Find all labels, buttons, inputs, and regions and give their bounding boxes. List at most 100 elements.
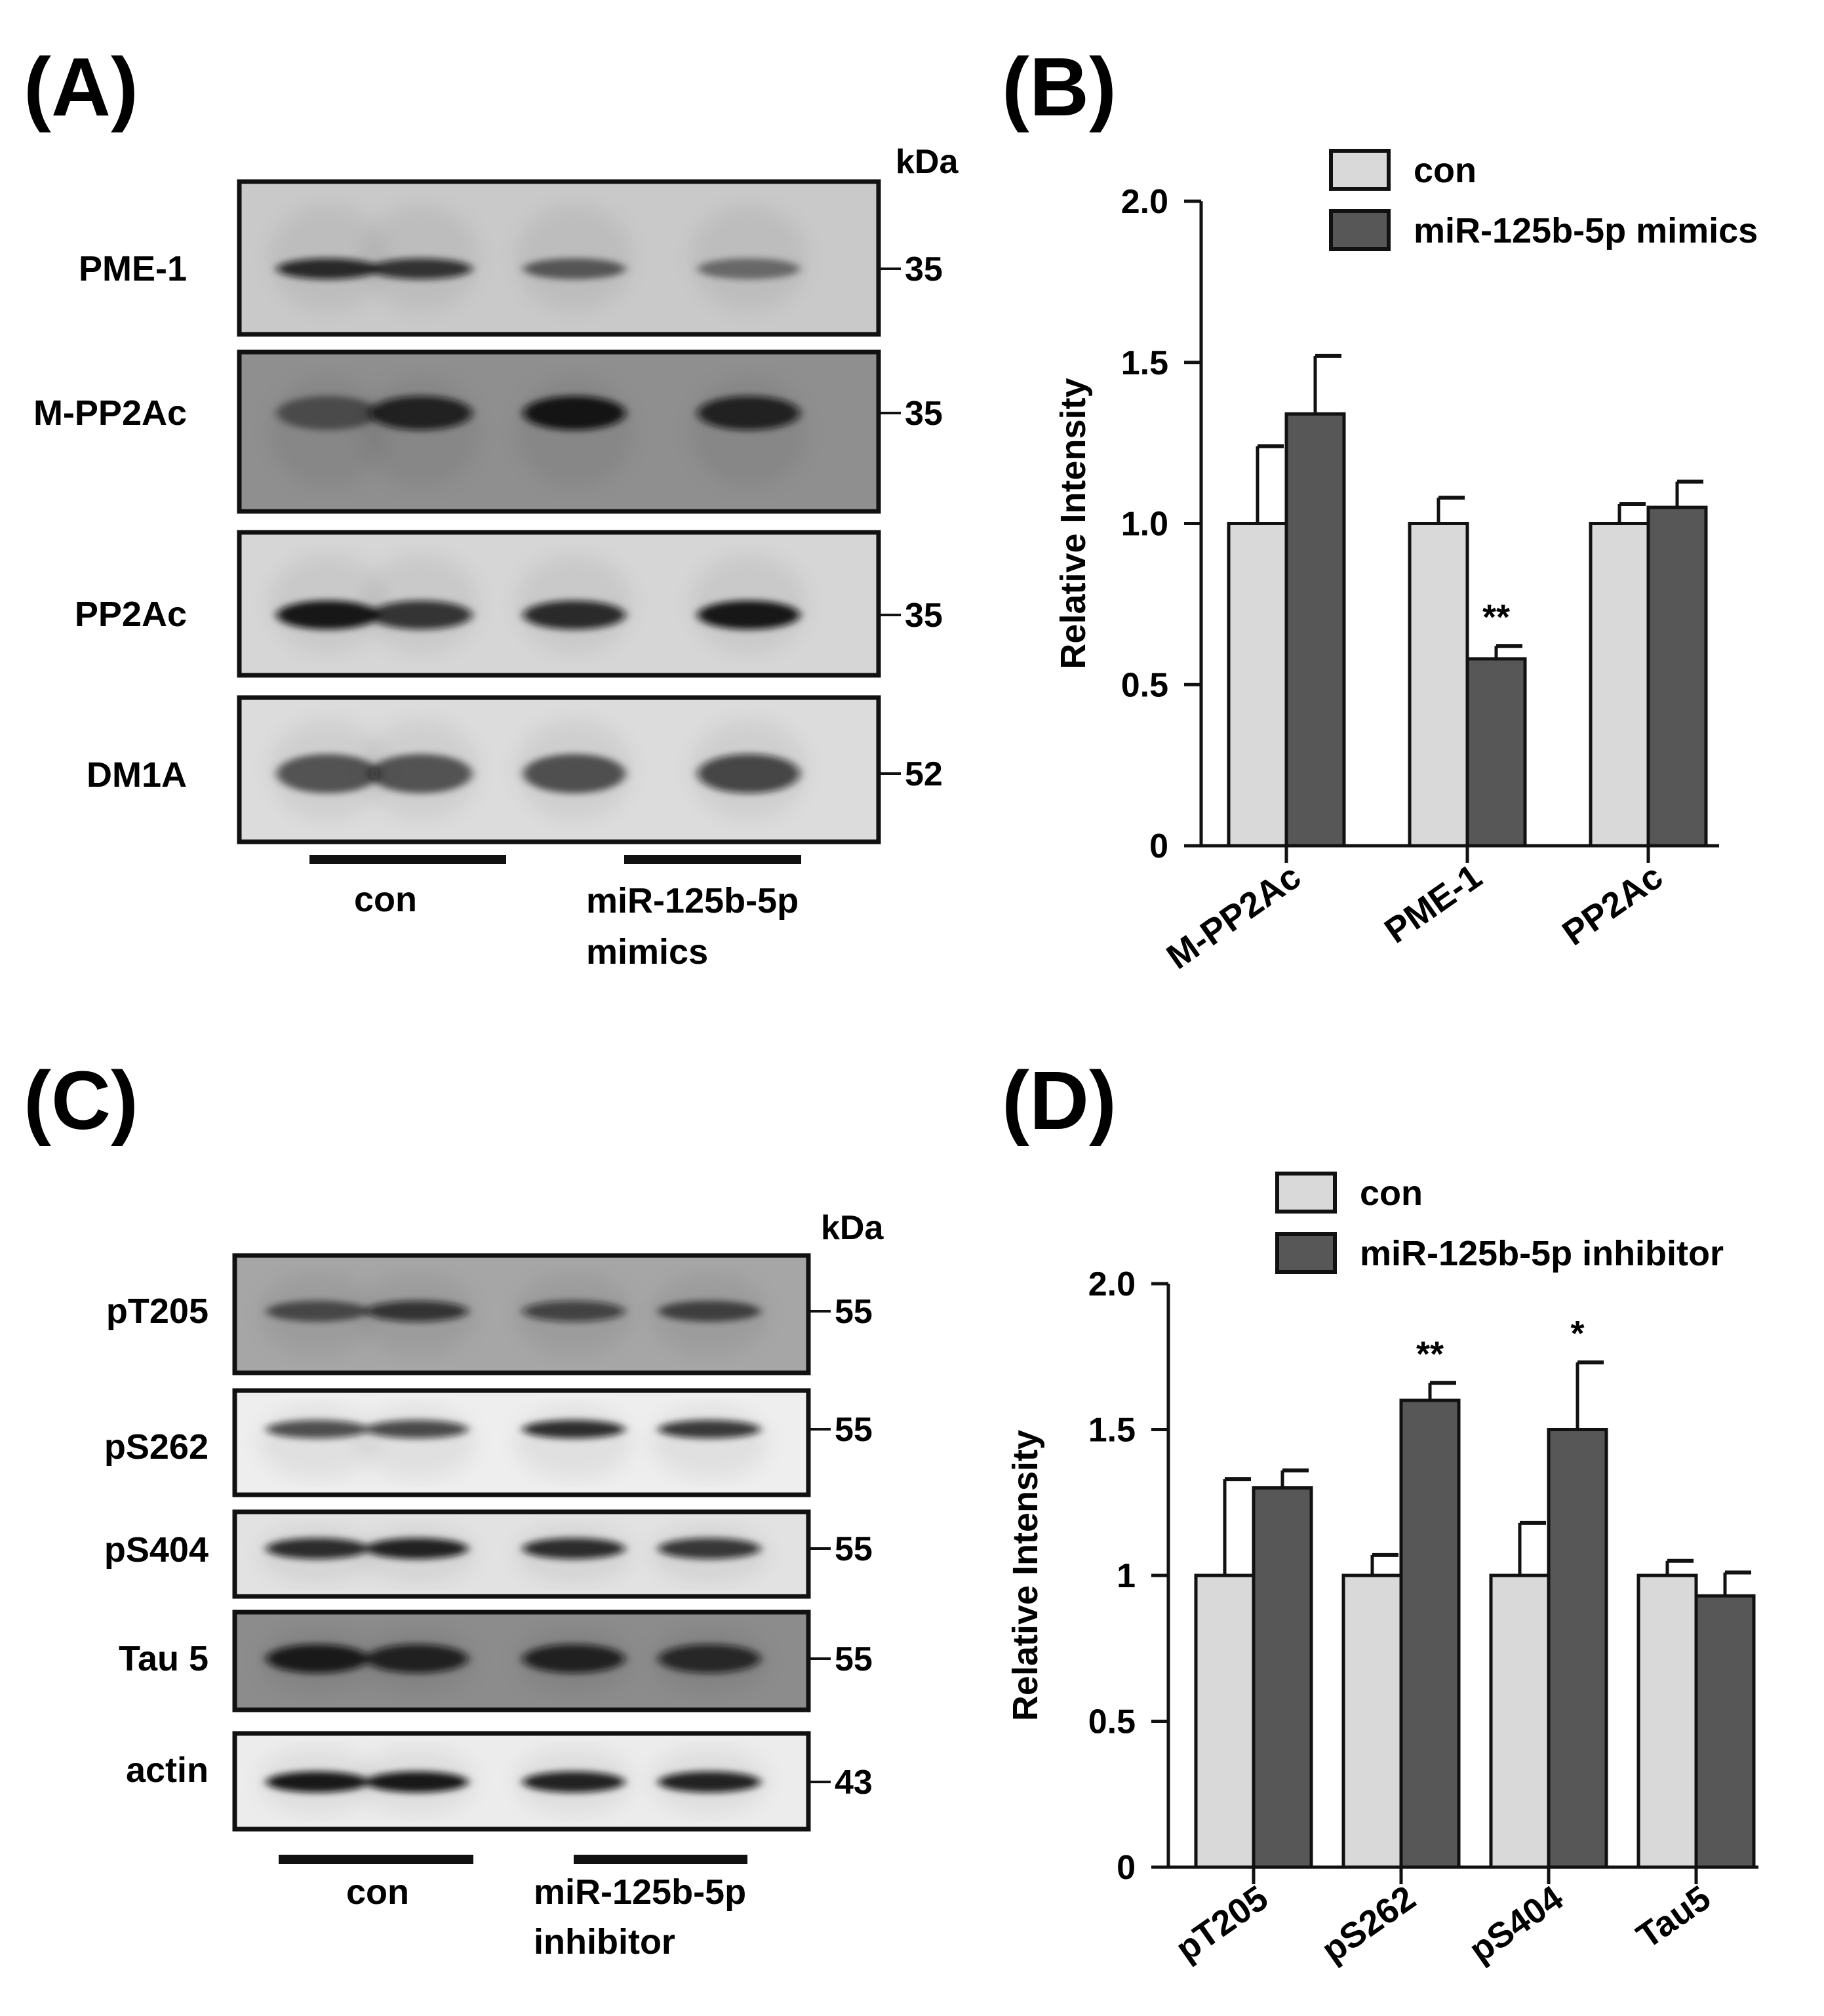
x-tick-label: PME-1 (1378, 857, 1489, 951)
legend-swatch (1329, 149, 1391, 191)
blot-band (523, 601, 625, 629)
blot-band (370, 258, 472, 279)
y-axis-title: Relative Intensity (1054, 378, 1093, 669)
blot-band (366, 1644, 468, 1673)
protein-label: pS262 (104, 1427, 208, 1467)
protein-label: pT205 (106, 1292, 208, 1331)
blot-band (698, 258, 800, 279)
protein-label: M-PP2Ac (33, 393, 187, 433)
protein-label: Tau 5 (119, 1639, 208, 1678)
blot-band (523, 1301, 625, 1322)
group-label-mir: miR-125b-5p (586, 881, 799, 920)
y-tick-label: 0 (1149, 827, 1168, 865)
blot-row: Tau 5 55 (119, 1610, 873, 1712)
y-tick-label: 2.0 (1121, 183, 1168, 221)
panel-letter-a: (A) (24, 41, 138, 133)
bar (1194, 1573, 1256, 1869)
band-group (266, 1301, 761, 1322)
lane-smear (690, 376, 808, 488)
band-group (277, 396, 800, 430)
blot-frame (232, 1610, 811, 1712)
protein-label: PP2Ac (75, 595, 187, 634)
lane-smear (515, 376, 633, 488)
blot-row: pS262 55 (104, 1388, 873, 1497)
blot-band (658, 1420, 761, 1438)
lane-smear (362, 204, 480, 312)
bar (1636, 1573, 1698, 1869)
lane-smear (690, 204, 808, 312)
blot-band (523, 1538, 625, 1559)
blot-frame (232, 1253, 811, 1375)
x-tick-label: PP2Ac (1555, 857, 1670, 953)
western-blot-a: kDa PME-1 35 M-PP2Ac 35 PP2Ac 35 DM1A 52 con mi… (33, 143, 959, 972)
band-group (266, 1771, 761, 1792)
band-group (277, 601, 800, 629)
bar (1694, 1594, 1756, 1869)
blot-band (523, 258, 625, 279)
mw-label: 35 (905, 395, 943, 433)
legend-label: miR-125b-5p mimics (1414, 211, 1758, 250)
blot-band (523, 754, 625, 793)
group-label-mimics: mimics (586, 932, 708, 972)
group-label-mir: miR-125b-5p (534, 1872, 746, 1912)
band-group (277, 754, 800, 793)
y-tick-label: 1.0 (1121, 505, 1168, 544)
bar (1589, 522, 1650, 848)
lane-smear (650, 1406, 768, 1480)
band-group (266, 1538, 761, 1559)
panel-letter-d: (D) (1002, 1054, 1117, 1147)
blot-frame (237, 530, 881, 678)
band-group (277, 258, 800, 279)
blot-band (658, 1301, 761, 1322)
x-tick-label: Tau5 (1630, 1878, 1718, 1956)
blot-band (658, 1538, 761, 1559)
bar (1465, 657, 1527, 848)
bar-chart-d: 0 0.5 1 1.5 2.0 Relative Intensity pT205 pS262 p… (1006, 1172, 1758, 1970)
blot-band (523, 1644, 625, 1673)
mw-label: 35 (905, 597, 943, 635)
blot-band (523, 1771, 625, 1792)
blot-frame (237, 695, 881, 844)
blot-band (698, 754, 800, 793)
blot-row: M-PP2Ac 35 (33, 349, 943, 514)
group-label-con: con (354, 880, 417, 919)
blot-band (370, 396, 472, 430)
mw-label: 55 (835, 1530, 873, 1568)
bar (1284, 412, 1346, 848)
bar (1399, 1398, 1461, 1869)
blot-frame (237, 179, 881, 337)
kda-label-c: kDa (821, 1209, 884, 1247)
panel-letter-c: (C) (24, 1054, 138, 1147)
blot-band (523, 396, 625, 430)
lane-smear (358, 1406, 476, 1480)
group-label-inhibitor: inhibitor (534, 1922, 675, 1962)
blot-band (658, 1644, 761, 1673)
blot-band (277, 396, 379, 430)
blot-row: PME-1 35 (79, 179, 943, 337)
blot-row: PP2Ac 35 (75, 530, 943, 678)
legend-label: con (1360, 1174, 1423, 1213)
group-label-con: con (346, 1872, 409, 1912)
blot-frame (232, 1509, 811, 1599)
legend-swatch (1329, 209, 1391, 251)
blot-texture (269, 376, 808, 488)
bar (1341, 1573, 1403, 1869)
mw-label: 43 (835, 1764, 873, 1802)
blot-texture (269, 204, 808, 312)
legend-swatch (1275, 1232, 1337, 1274)
mw-label: 55 (835, 1411, 873, 1449)
blot-band (366, 1420, 468, 1438)
y-tick-label: 1.5 (1121, 344, 1168, 382)
x-tick-label: pS404 (1462, 1878, 1570, 1970)
blot-band (277, 754, 379, 793)
protein-label: PME-1 (79, 249, 187, 288)
protein-label: DM1A (87, 755, 187, 795)
blot-frame (237, 349, 881, 514)
bar (1408, 522, 1469, 848)
y-tick-label: 1.5 (1088, 1412, 1136, 1450)
panel-letter-b: (B) (1002, 41, 1117, 133)
legend-label: con (1414, 151, 1477, 190)
lane-smear (362, 376, 480, 488)
bar (1252, 1486, 1313, 1869)
blot-band (366, 1538, 468, 1559)
